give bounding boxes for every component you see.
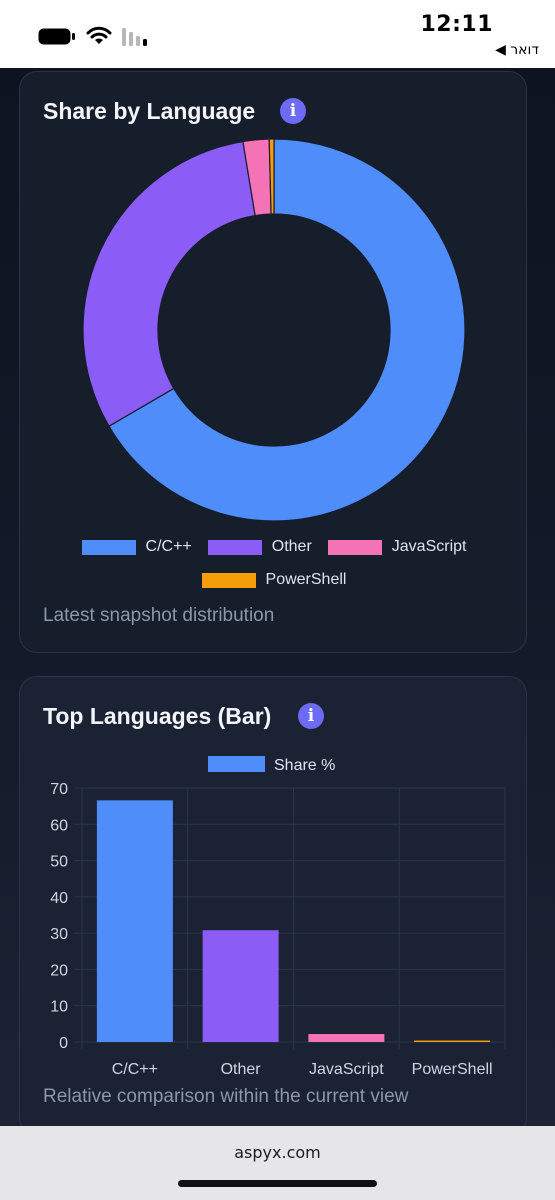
- url-text[interactable]: aspyx.com: [234, 1143, 321, 1162]
- donut-chart: [82, 138, 466, 522]
- wifi-icon: [86, 26, 112, 44]
- legend-item[interactable]: PowerShell: [201, 571, 347, 589]
- y-tick-label: 10: [50, 999, 68, 1016]
- donut-slice-powershell[interactable]: [268, 138, 275, 215]
- y-tick-label: 30: [50, 926, 68, 943]
- legend-label: Other: [271, 538, 312, 555]
- legend-swatch: [327, 539, 382, 555]
- legend-item[interactable]: JavaScript: [327, 538, 467, 556]
- legend-label: Share %: [274, 757, 335, 774]
- y-tick-label: 70: [50, 781, 68, 798]
- bar-other[interactable]: [202, 930, 279, 1042]
- donut-slice-c-c-[interactable]: [108, 138, 466, 522]
- y-tick-label: 0: [59, 1035, 68, 1052]
- bar-c-c-[interactable]: [96, 800, 173, 1042]
- browser-url-bar[interactable]: aspyx.com: [0, 1126, 555, 1200]
- share-by-language-card: Share by Language i C/C++ Other JavaScript…: [19, 71, 527, 653]
- y-tick-label: 40: [50, 890, 68, 907]
- legend-label: PowerShell: [265, 571, 347, 588]
- legend-swatch: [201, 572, 256, 588]
- legend-item[interactable]: Other: [207, 538, 312, 556]
- status-bar: 12:11 ◀ דואר: [0, 0, 555, 68]
- donut-legend-row-2: PowerShell: [20, 571, 528, 589]
- legend-label: JavaScript: [391, 538, 467, 555]
- signal-icon: [122, 28, 147, 46]
- legend-swatch: [81, 539, 136, 555]
- x-tick-label: C/C++: [112, 1061, 158, 1077]
- x-tick-label: PowerShell: [412, 1061, 493, 1077]
- card-title: Share by Language: [43, 98, 256, 124]
- top-languages-card: Top Languages (Bar) i Share % 0 10 20 30 40 50…: [19, 676, 527, 1126]
- info-icon[interactable]: i: [298, 703, 324, 729]
- bar-legend[interactable]: Share %: [208, 756, 335, 774]
- battery-icon: [38, 28, 75, 45]
- legend-swatch: [207, 539, 262, 555]
- card-caption: Latest snapshot distribution: [43, 605, 275, 626]
- y-tick-label: 50: [50, 854, 68, 871]
- back-to-app-link[interactable]: ◀ דואר: [495, 42, 539, 58]
- page-content[interactable]: Share by Language i C/C++ Other JavaScript…: [0, 68, 555, 1126]
- y-tick-label: 60: [50, 817, 68, 834]
- x-tick-label: JavaScript: [309, 1061, 384, 1077]
- y-tick-label: 20: [50, 962, 68, 979]
- donut-legend: C/C++ Other JavaScript: [20, 538, 528, 556]
- card-title: Top Languages (Bar): [43, 703, 272, 729]
- card-caption: Relative comparison within the current v…: [43, 1086, 409, 1107]
- legend-swatch: [208, 756, 265, 772]
- bar-chart: Share % 0 10 20 30 40 50 60 70 C/C++ Other JavaScri…: [50, 756, 506, 1077]
- bar-javascript[interactable]: [308, 1034, 385, 1042]
- info-icon[interactable]: i: [280, 98, 306, 124]
- status-time: 12:11: [420, 12, 493, 37]
- donut-slice-other[interactable]: [82, 140, 256, 428]
- x-tick-label: Other: [221, 1061, 262, 1077]
- legend-label: C/C++: [145, 538, 192, 555]
- legend-item[interactable]: C/C++: [81, 538, 192, 556]
- bar-powershell[interactable]: [414, 1040, 491, 1042]
- home-indicator[interactable]: [178, 1180, 377, 1187]
